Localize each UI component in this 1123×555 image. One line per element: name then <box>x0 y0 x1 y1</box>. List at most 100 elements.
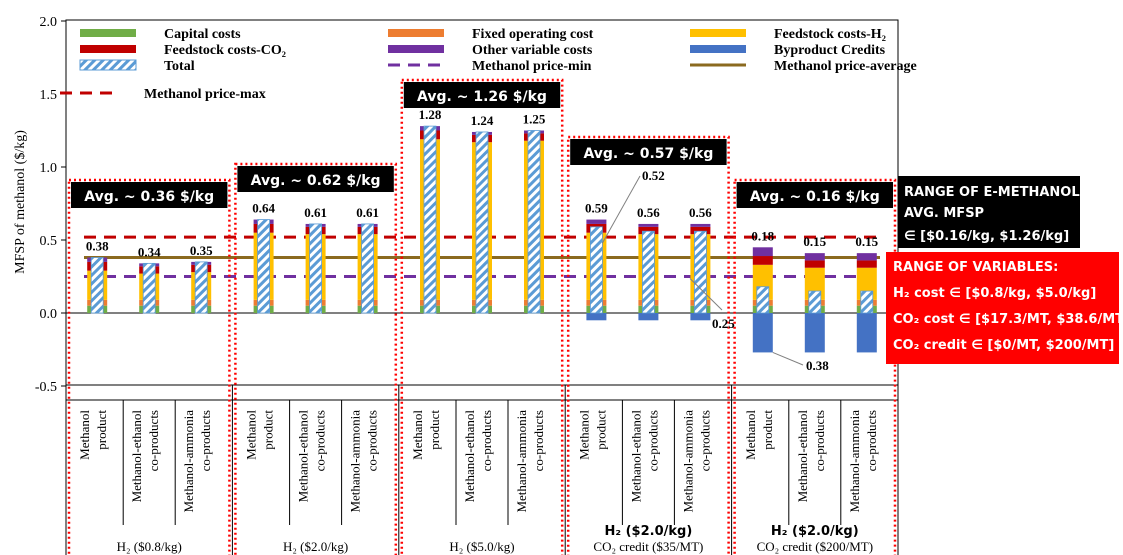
y-axis-label: MFSP of methanol ($/kg) <box>13 130 28 274</box>
variables-box-item: H₂ cost ∈ [$0.8/kg, $5.0/kg] <box>893 286 1096 301</box>
legend-swatch <box>80 29 136 37</box>
group-frame <box>234 162 398 555</box>
legend-entry: Feedstock costs-CO₂ <box>164 43 286 58</box>
category-label: Methanol-ethanol co-products <box>628 410 660 503</box>
category-label: Methanol-ethanol co-products <box>795 410 827 503</box>
legend-entry: Methanol price-average <box>774 59 917 74</box>
y-tick-label: 0.5 <box>40 234 58 249</box>
group-label: H₂ ($2.0/kg) <box>771 524 859 539</box>
bar-total <box>423 125 437 314</box>
callout-label: 0.52 <box>642 168 665 183</box>
data-label: 1.24 <box>471 113 494 128</box>
callout-label: 0.25 <box>712 316 735 331</box>
range-box-line: AVG. MFSP <box>904 206 984 221</box>
avg-label-box <box>403 82 561 108</box>
bar-total <box>309 223 323 314</box>
bar-total <box>475 131 489 314</box>
legend-swatch <box>690 45 746 53</box>
bar-total <box>361 223 375 314</box>
y-tick-label: 2.0 <box>40 15 58 30</box>
bar-segment-credit <box>690 313 711 321</box>
group-frame <box>67 178 231 555</box>
avg-label-box <box>570 139 727 165</box>
bar-total <box>808 290 822 314</box>
data-label: 0.56 <box>689 205 712 220</box>
bar-segment-credit <box>586 313 607 321</box>
avg-label: Avg. ~ 0.57 $/kg <box>583 146 713 162</box>
group-label: H₂ ($2.0/kg) <box>283 539 348 554</box>
category-label: Methanol-ammonia co-products <box>514 410 546 513</box>
bar-total <box>257 219 271 314</box>
bar-segment-credit <box>856 313 877 353</box>
callout-leader <box>601 175 641 244</box>
bar-segment-other <box>638 223 659 227</box>
category-label: Methanol product <box>576 410 608 460</box>
category-axis: Methanol product Methanol-ethanol co-produc… <box>65 385 899 555</box>
data-label: 1.28 <box>419 107 442 122</box>
category-label: Methanol-ethanol co-products <box>129 410 161 503</box>
bar-segment-co2 <box>690 226 711 235</box>
data-label: 0.61 <box>356 205 379 220</box>
legend-entry: Other variable costs <box>472 43 593 58</box>
variables-box-item: CO₂ cost ∈ [$17.3/MT, $38.6/MT] <box>893 312 1123 327</box>
category-label: Methanol product <box>743 410 775 460</box>
legend-entry: Capital costs <box>164 27 241 42</box>
data-label: 0.56 <box>637 205 660 220</box>
data-label: 1.25 <box>523 112 546 127</box>
bar-total <box>90 257 104 314</box>
avg-label-box <box>237 166 394 192</box>
group-label: H₂ ($5.0/kg) <box>449 539 514 554</box>
legend-entry: Methanol price-min <box>472 59 592 74</box>
category-label: Methanol-ammonia co-products <box>847 410 879 513</box>
category-label: Methanol-ammonia co-products <box>680 410 712 513</box>
legend-entry: Fixed operating cost <box>472 27 594 42</box>
bar-segment-other <box>690 223 711 227</box>
bar-total <box>642 230 655 314</box>
data-label: 0.61 <box>304 205 327 220</box>
bar-segment-credit <box>638 313 659 321</box>
group-label: H₂ ($0.8/kg) <box>117 539 182 554</box>
group-frame <box>733 178 897 555</box>
data-label: 0.18 <box>751 228 774 243</box>
legend-entry: Methanol price-max <box>144 87 266 102</box>
range-box-line: ∈ [$0.16/kg, $1.26/kg] <box>904 229 1069 244</box>
data-label: 0.15 <box>803 234 826 249</box>
range-box <box>898 176 1080 248</box>
y-tick-label: 1.5 <box>40 88 58 103</box>
bar-total <box>694 230 707 314</box>
y-tick-label: -0.5 <box>35 380 57 395</box>
category-label: Methanol-ethanol co-products <box>296 410 328 503</box>
bar-total <box>756 286 770 314</box>
range-box-line: RANGE OF E-METHANOL <box>904 185 1080 200</box>
group-label-secondary: CO₂ credit ($35/MT) <box>593 539 703 554</box>
bar-segment-co2 <box>638 226 659 235</box>
callout-leader <box>689 278 723 311</box>
bar-segment-other <box>586 219 607 224</box>
bar-segment-other <box>752 247 773 257</box>
bar-segment-co2 <box>856 260 877 268</box>
bar-segment-other <box>856 253 877 261</box>
y-tick-label: 0.0 <box>40 307 58 322</box>
group-frame <box>566 135 730 555</box>
category-label: Methanol product <box>244 410 276 460</box>
avg-label: Avg. ~ 0.16 $/kg <box>750 189 880 205</box>
bar-total <box>860 290 874 314</box>
legend-swatch <box>690 29 746 37</box>
data-label: 0.35 <box>190 243 213 258</box>
legend-entry: Feedstock costs-H₂ <box>774 27 886 42</box>
variables-box <box>886 252 1119 364</box>
group-label-secondary: CO₂ credit ($200/MT) <box>757 539 873 554</box>
legend-swatch <box>80 45 136 53</box>
data-label: 0.59 <box>585 201 608 216</box>
bars: 0.38 0.34 0.35 0.64 0.61 0.61 1.28 1.24 1.25 0.59… <box>86 107 879 353</box>
legend-swatch <box>79 59 137 71</box>
bar-segment-credit <box>804 313 825 353</box>
category-label: Methanol product <box>77 410 109 460</box>
category-label: Methanol-ammonia co-products <box>181 410 213 513</box>
legend-entry: Total <box>164 59 195 74</box>
legend: Capital costs Fixed operating cost Feedsto… <box>60 27 917 102</box>
avg-label: Avg. ~ 0.36 $/kg <box>84 189 214 205</box>
data-label: 0.64 <box>252 201 275 216</box>
avg-label-box <box>71 182 228 208</box>
